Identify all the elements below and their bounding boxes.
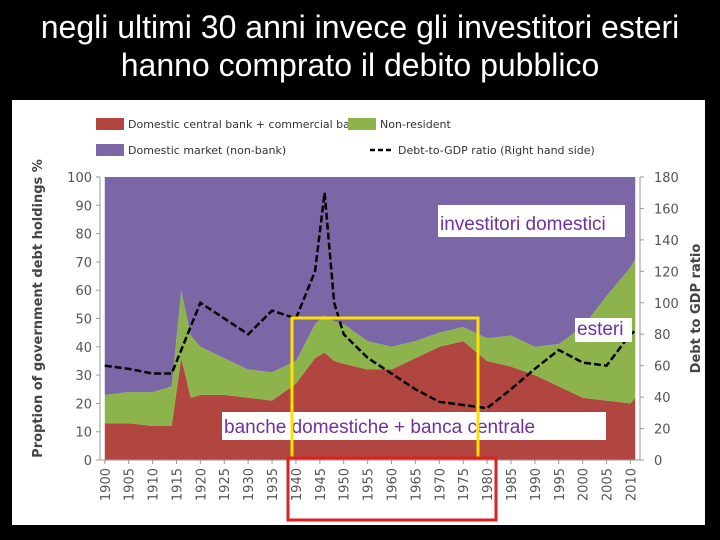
y-tick-label: 70 — [75, 256, 92, 271]
x-tick-label: 1940 — [290, 468, 305, 501]
x-tick-label: 1925 — [218, 468, 233, 501]
x-tick-label: 2005 — [601, 468, 616, 501]
y2-tick-label: 40 — [654, 391, 671, 406]
x-tick-label: 2000 — [577, 468, 592, 501]
x-tick-label: 1900 — [99, 468, 114, 501]
y-tick-label: 10 — [75, 426, 92, 441]
x-tick-label: 1965 — [409, 468, 424, 501]
annotation: investitori domestici — [440, 214, 606, 235]
y2-tick-label: 180 — [654, 171, 679, 186]
y2-tick-label: 120 — [654, 265, 679, 280]
y2-tick-label: 160 — [654, 202, 679, 217]
y2-tick-label: 0 — [654, 454, 662, 469]
y-tick-label: 0 — [84, 454, 92, 469]
y-tick-label: 40 — [75, 341, 92, 356]
x-tick-label: 1920 — [194, 468, 209, 501]
y-tick-label: 90 — [75, 199, 92, 214]
legend-label: Debt-to-GDP ratio (Right hand side) — [398, 144, 595, 157]
y-tick-label: 50 — [75, 313, 92, 328]
x-tick-label: 1945 — [314, 468, 329, 501]
x-tick-label: 1990 — [529, 468, 544, 501]
x-tick-label: 1980 — [481, 468, 496, 501]
y-tick-label: 30 — [75, 369, 92, 384]
x-tick-label: 2010 — [624, 468, 639, 501]
x-tick-label: 1915 — [170, 468, 185, 501]
annotation-box — [575, 318, 632, 342]
annotation-box — [222, 412, 606, 440]
y2-tick-label: 100 — [654, 297, 679, 312]
y-axis-label: Proption of government debt holdings % — [31, 159, 46, 458]
y2-axis-label: Debt to GDP ratio — [689, 244, 704, 374]
legend-label: Non-resident — [380, 118, 451, 131]
legend-label: Domestic market (non-bank) — [128, 144, 286, 157]
legend-label: Domestic central bank + commercial bank — [128, 118, 364, 131]
annotation: esteri — [577, 319, 623, 340]
legend-swatch — [348, 118, 376, 130]
x-tick-label: 1995 — [553, 468, 568, 501]
y-tick-label: 60 — [75, 284, 92, 299]
annotation-box — [438, 205, 625, 237]
x-tick-label: 1985 — [505, 468, 520, 501]
x-tick-label: 1905 — [123, 468, 138, 501]
annotation: banche domestiche + banca centrale — [224, 417, 535, 438]
x-tick-label: 1950 — [338, 468, 353, 501]
y2-tick-label: 20 — [654, 423, 671, 438]
y-tick-label: 80 — [75, 228, 92, 243]
x-tick-label: 1970 — [433, 468, 448, 501]
x-tick-label: 1910 — [147, 468, 162, 501]
x-tick-label: 1930 — [242, 468, 257, 501]
x-tick-label: 1955 — [362, 468, 377, 501]
y2-tick-label: 80 — [654, 328, 671, 343]
y-tick-label: 20 — [75, 397, 92, 412]
x-tick-label: 1935 — [266, 468, 281, 501]
highlight-box — [286, 456, 498, 522]
x-tick-label: 1975 — [457, 468, 472, 501]
legend-swatch — [96, 144, 124, 156]
area — [104, 259, 636, 427]
legend-swatch — [96, 118, 124, 130]
x-tick-label: 1960 — [386, 468, 401, 501]
y2-tick-label: 140 — [654, 234, 679, 249]
slide-title: negli ultimi 30 anni invece gli investit… — [40, 9, 680, 83]
y2-tick-label: 60 — [654, 360, 671, 375]
y-tick-label: 100 — [67, 171, 92, 186]
